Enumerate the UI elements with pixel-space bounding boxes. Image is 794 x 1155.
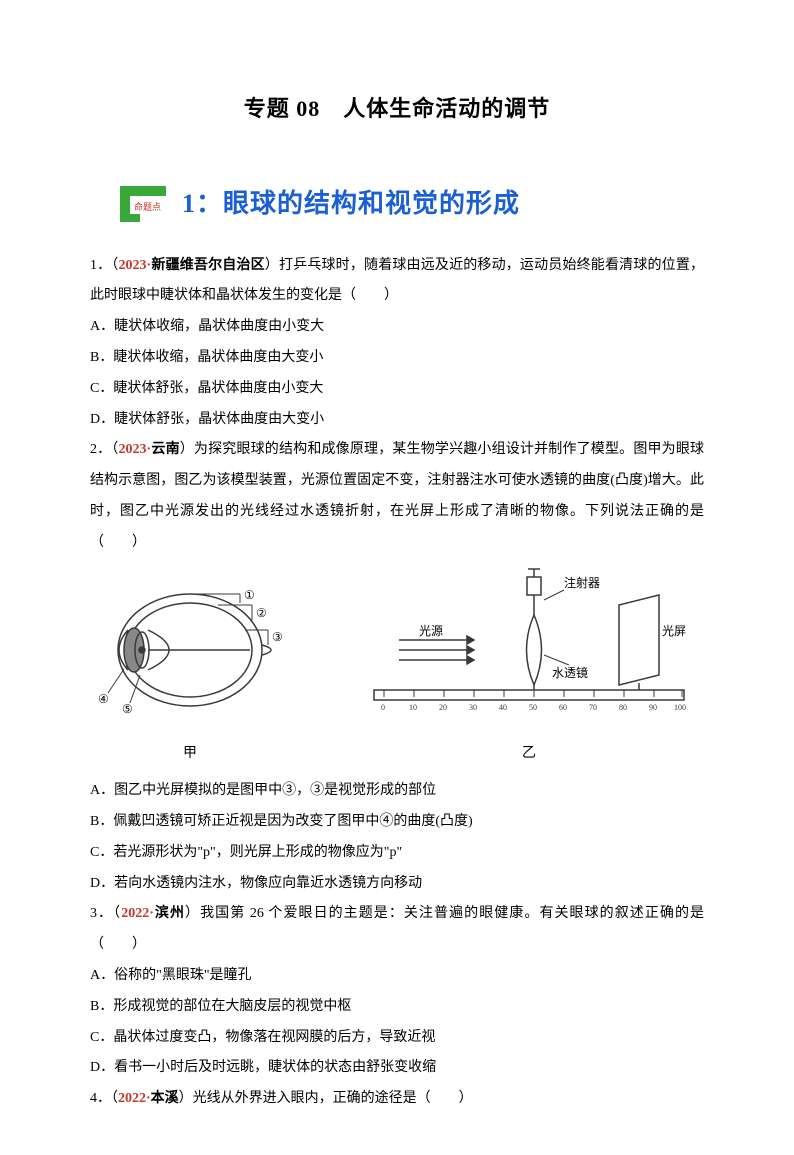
tick-5: 50 — [529, 703, 537, 712]
optics-label-source: 光源 — [419, 624, 443, 638]
q1-option-d: D．睫状体舒张，晶状体曲度由大变小 — [90, 405, 704, 436]
question-1: 1．（2023·新疆维吾尔自治区）打乒乓球时，随着球由远及近的移动，运动员始终能… — [90, 251, 704, 313]
question-4: 4．（2022·本溪）光线从外界进入眼内，正确的途径是（ ） — [90, 1084, 704, 1115]
optics-diagram-icon: 光源 注射器 水透镜 光屏 0 10 20 30 40 50 60 70 80 — [364, 565, 694, 725]
question-2: 2．（2023·云南）为探究眼球的结构和成像原理，某生物学兴趣小组设计并制作了模… — [90, 435, 704, 558]
q3-option-b: B．形成视觉的部位在大脑皮层的视觉中枢 — [90, 992, 704, 1023]
tick-8: 80 — [619, 703, 627, 712]
topic-number: 1： — [182, 189, 223, 218]
q4-year: 2022· — [118, 1091, 151, 1106]
figure-row: ① ② ③ ④ ⑤ 甲 — [90, 565, 704, 771]
optics-label-screen: 光屏 — [662, 624, 686, 638]
q2-loc: 云南 — [151, 442, 180, 457]
eye-label-4: ④ — [98, 692, 109, 706]
tick-3: 30 — [469, 703, 477, 712]
q3-option-c: C．晶状体过度变凸，物像落在视网膜的后方，导致近视 — [90, 1023, 704, 1054]
tick-6: 60 — [559, 703, 567, 712]
bracket-icon: 命题点 — [120, 186, 180, 222]
eye-label-1: ① — [244, 588, 255, 602]
optics-label-lens: 水透镜 — [552, 665, 588, 680]
figure-right: 光源 注射器 水透镜 光屏 0 10 20 30 40 50 60 70 80 — [364, 565, 694, 771]
tick-0: 0 — [381, 703, 385, 712]
q1-option-c: C．睫状体舒张，晶状体曲度由小变大 — [90, 374, 704, 405]
q2-stem: ）为探究眼球的结构和成像原理，某生物学兴趣小组设计并制作了模型。图甲为眼球结构示… — [90, 442, 704, 549]
q4-loc: 本溪 — [151, 1091, 179, 1106]
eye-label-5: ⑤ — [122, 702, 133, 716]
tick-7: 70 — [589, 703, 597, 712]
tick-10: 100 — [674, 703, 686, 712]
q4-stem: ）光线从外界进入眼内，正确的途径是（ ） — [179, 1091, 473, 1106]
q2-year: 2023· — [119, 442, 152, 457]
tick-4: 40 — [499, 703, 507, 712]
q3-year: 2022· — [121, 906, 154, 921]
eye-label-3: ③ — [272, 630, 283, 644]
optics-label-syringe: 注射器 — [564, 575, 600, 590]
figure-left: ① ② ③ ④ ⑤ 甲 — [90, 575, 290, 771]
topic-heading: 1：眼球的结构和视觉的形成 — [182, 175, 520, 232]
page-title: 专题 08 人体生命活动的调节 — [90, 85, 704, 133]
question-3: 3．（2022·滨州）我国第 26 个爱眼日的主题是：关注普遍的眼健康。有关眼球… — [90, 899, 704, 961]
topic-banner: 命题点 1：眼球的结构和视觉的形成 — [120, 175, 704, 232]
q2-option-b: B．佩戴凹透镜可矫正近视是因为改变了图甲中④的曲度(凸度) — [90, 807, 704, 838]
q3-option-a: A．俗称的"黑眼珠"是瞳孔 — [90, 961, 704, 992]
q2-option-a: A．图乙中光屏模拟的是图甲中③，③是视觉形成的部位 — [90, 776, 704, 807]
eye-diagram-icon: ① ② ③ ④ ⑤ — [90, 575, 290, 725]
q1-option-a: A．睫状体收缩，晶状体曲度由小变大 — [90, 312, 704, 343]
tick-2: 20 — [439, 703, 447, 712]
figure-right-caption: 乙 — [364, 739, 694, 770]
q2-option-d: D．若向水透镜内注水，物像应向靠近水透镜方向移动 — [90, 869, 704, 900]
page-root: 专题 08 人体生命活动的调节 命题点 1：眼球的结构和视觉的形成 1．（202… — [0, 0, 794, 1155]
q3-num: 3． — [90, 906, 113, 921]
q1-option-b: B．睫状体收缩，晶状体曲度由大变小 — [90, 343, 704, 374]
topic-text: 眼球的结构和视觉的形成 — [223, 189, 520, 218]
q1-num: 1． — [90, 258, 111, 273]
bracket-label: 命题点 — [134, 198, 161, 218]
q4-num: 4． — [90, 1091, 111, 1106]
q1-year: 2023· — [119, 258, 152, 273]
q1-loc: 新疆维吾尔自治区 — [151, 258, 265, 273]
q2-option-c: C．若光源形状为"p"，则光屏上形成的物像应为"p" — [90, 838, 704, 869]
q3-loc: 滨州 — [154, 906, 185, 921]
eye-label-2: ② — [256, 606, 267, 620]
tick-1: 10 — [409, 703, 417, 712]
q3-option-d: D．看书一小时后及时远眺，睫状体的状态由舒张变收缩 — [90, 1053, 704, 1084]
q2-num: 2． — [90, 442, 111, 457]
figure-left-caption: 甲 — [90, 739, 290, 770]
tick-9: 90 — [649, 703, 657, 712]
